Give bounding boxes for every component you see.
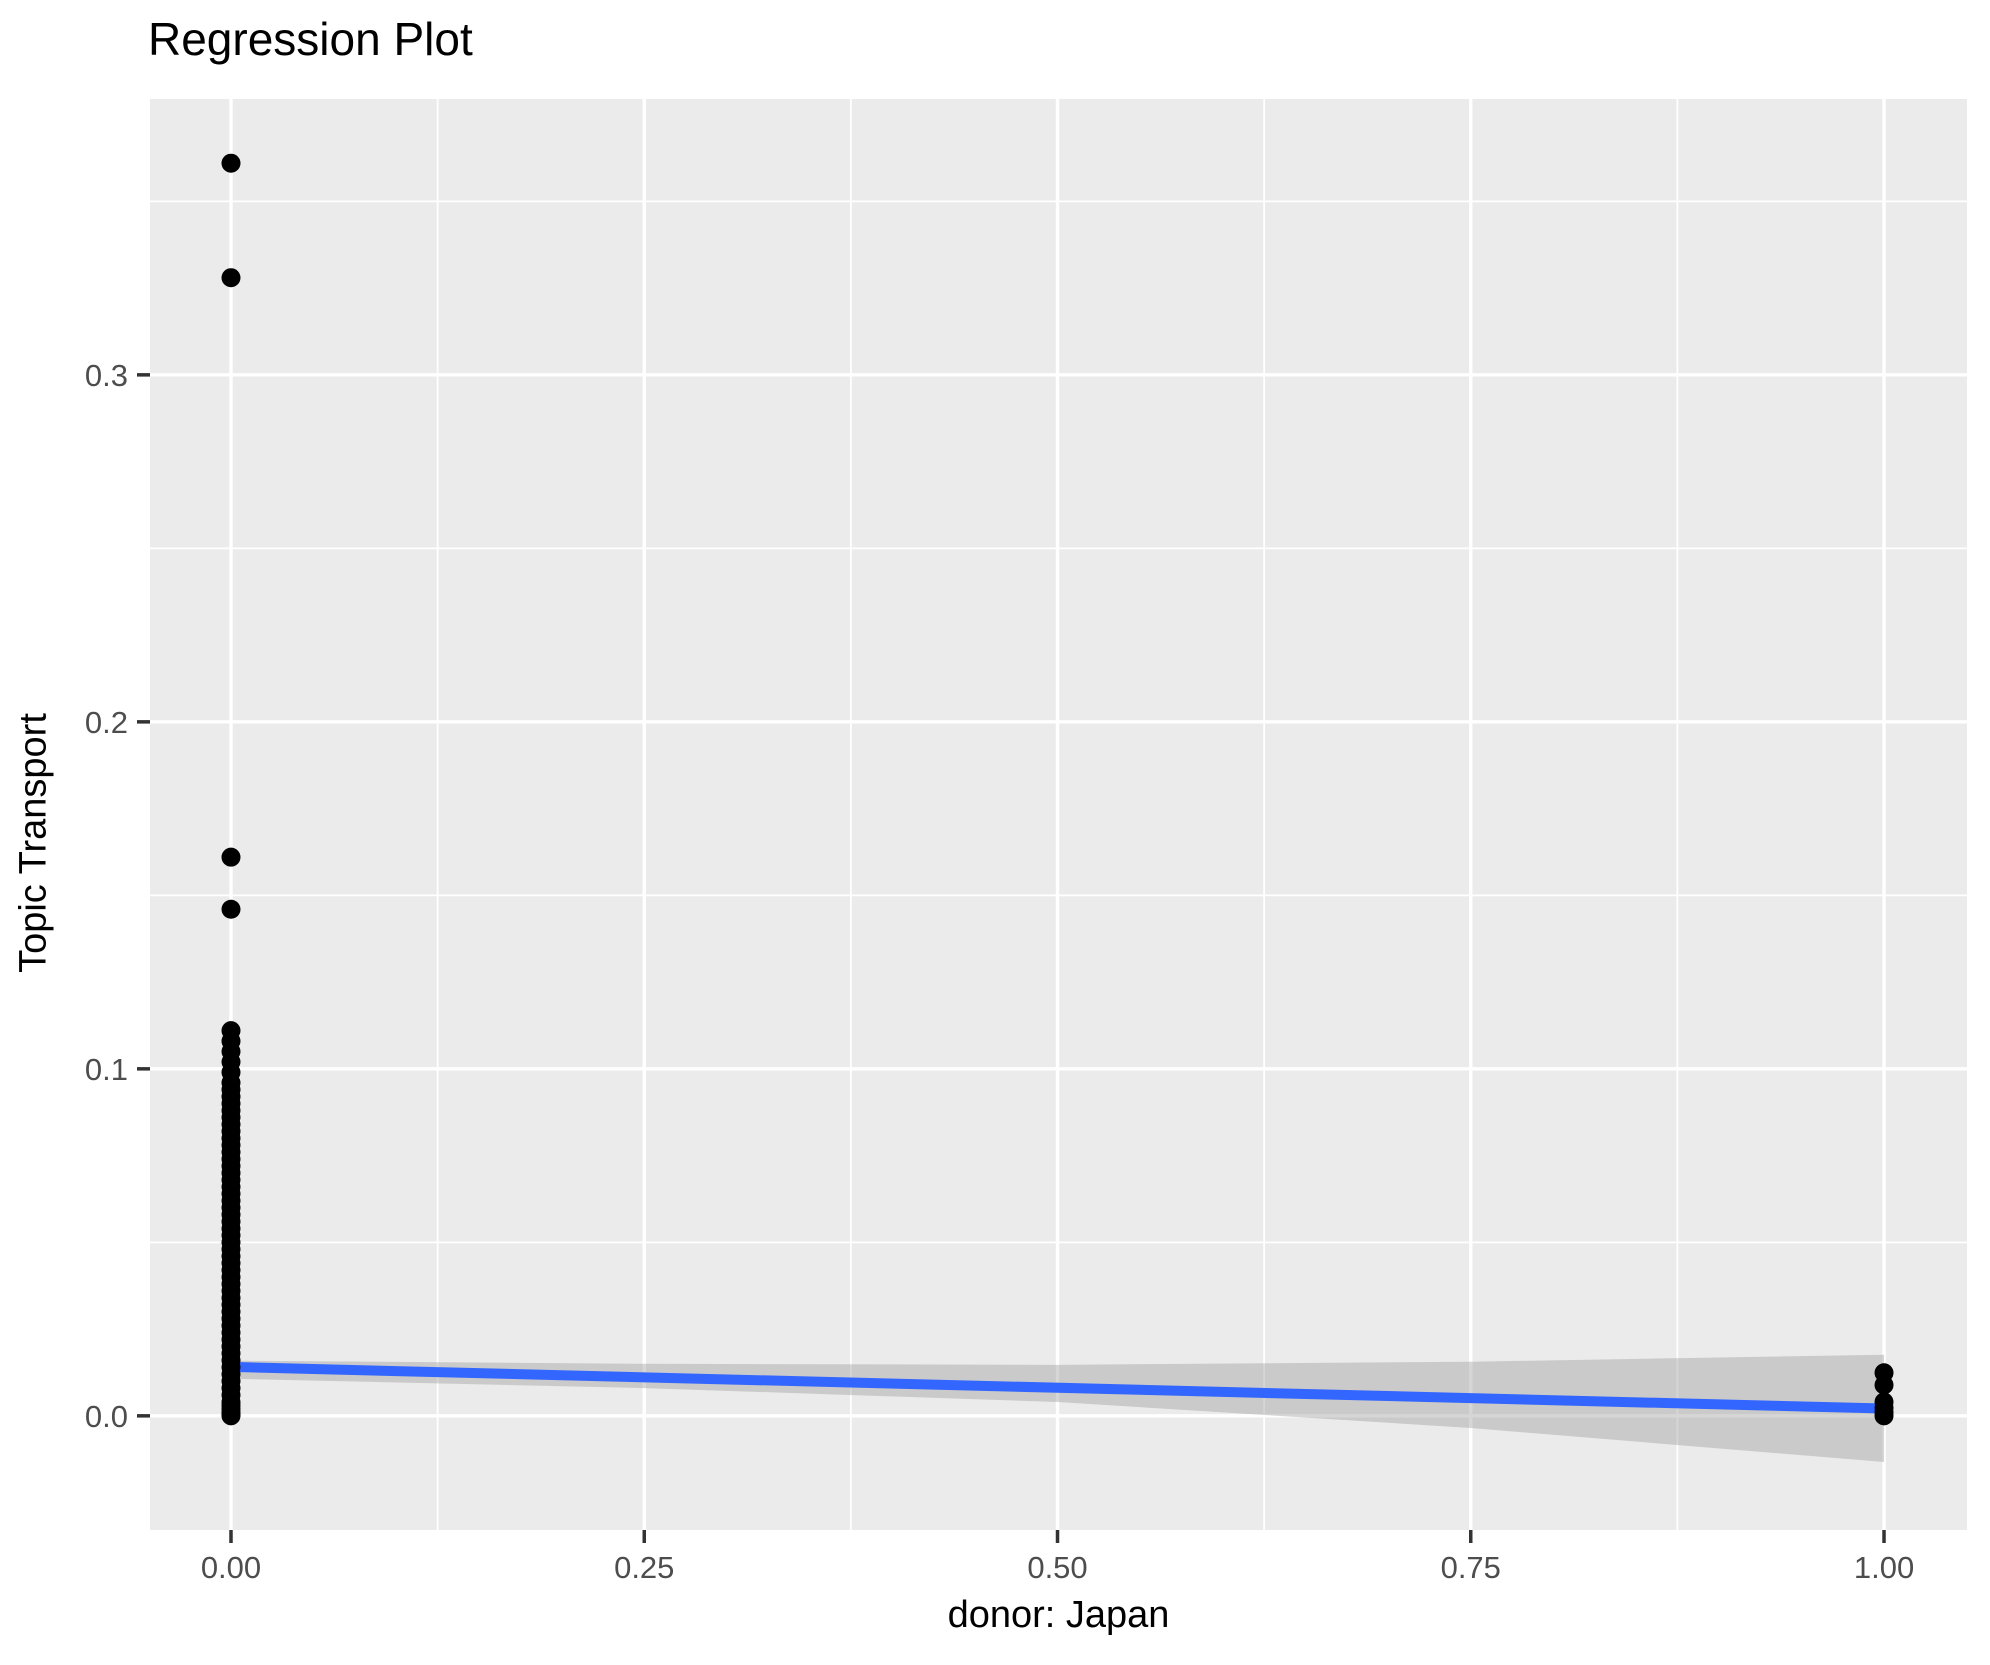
data-point xyxy=(221,1406,241,1426)
data-point xyxy=(1874,1375,1894,1395)
x-tick-label: 0.75 xyxy=(1441,1550,1501,1585)
data-point xyxy=(1874,1406,1894,1426)
x-tick-label: 0.50 xyxy=(1027,1550,1087,1585)
y-tick-label: 0.0 xyxy=(85,1399,128,1434)
data-point xyxy=(221,153,241,173)
plot-title: Regression Plot xyxy=(148,13,473,65)
x-tick-label: 0.25 xyxy=(614,1550,674,1585)
data-point xyxy=(221,268,241,288)
x-tick-label: 0.00 xyxy=(201,1550,261,1585)
y-tick-label: 0.1 xyxy=(85,1052,128,1087)
regression-line xyxy=(230,1361,1885,1414)
data-point xyxy=(221,847,241,867)
y-tick-label: 0.2 xyxy=(85,705,128,740)
data-point xyxy=(221,899,241,919)
x-axis-title: donor: Japan xyxy=(947,1594,1170,1636)
x-tick-label: 1.00 xyxy=(1854,1550,1914,1585)
y-tick-label: 0.3 xyxy=(85,358,128,393)
y-axis-title: Topic Transport xyxy=(12,713,55,973)
